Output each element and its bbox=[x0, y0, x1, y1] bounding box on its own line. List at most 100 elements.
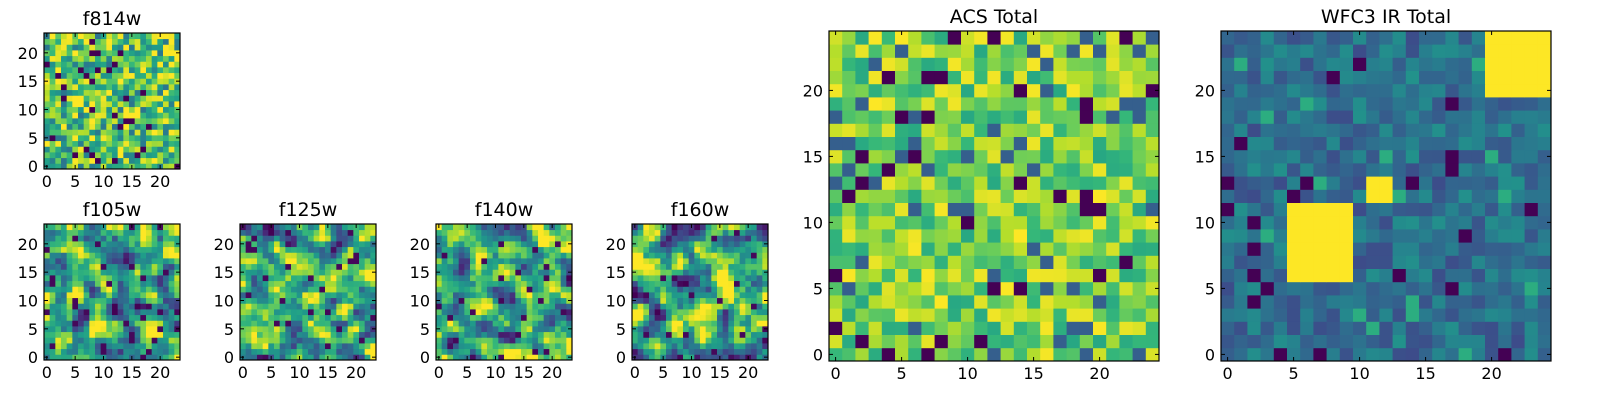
heatmap-cell bbox=[308, 241, 315, 248]
heatmap-cell bbox=[72, 314, 79, 321]
heatmap-cell bbox=[100, 269, 107, 276]
heatmap-cell bbox=[1079, 136, 1094, 151]
heatmap-cell bbox=[66, 326, 73, 333]
heatmap-cell bbox=[1379, 308, 1393, 322]
heatmap-cell bbox=[671, 320, 678, 327]
heatmap-cell bbox=[987, 44, 1001, 58]
heatmap-cell bbox=[683, 275, 690, 282]
heatmap-cell bbox=[705, 235, 712, 242]
heatmap-cell bbox=[1326, 255, 1341, 269]
heatmap-cell bbox=[140, 89, 147, 96]
heatmap-cell bbox=[543, 348, 550, 355]
heatmap-cell bbox=[688, 297, 695, 304]
heatmap-cell bbox=[319, 309, 326, 316]
heatmap-cell bbox=[1106, 334, 1120, 349]
heatmap-cell bbox=[1524, 347, 1539, 362]
heatmap-cell bbox=[1066, 97, 1081, 111]
heatmap-cell bbox=[921, 83, 935, 98]
heatmap-cell bbox=[947, 295, 962, 309]
heatmap-cell bbox=[89, 275, 96, 282]
heatmap-cell bbox=[353, 326, 360, 333]
heatmap-cell bbox=[637, 263, 644, 270]
heatmap-cell bbox=[151, 309, 158, 316]
heatmap-cell bbox=[974, 123, 988, 137]
heatmap-cell bbox=[1326, 123, 1341, 137]
heatmap-cell bbox=[458, 275, 465, 282]
heatmap-cell bbox=[83, 275, 90, 282]
heatmap-cell bbox=[168, 229, 175, 236]
heatmap-cell bbox=[291, 269, 298, 276]
heatmap-cell bbox=[123, 89, 130, 96]
heatmap-cell bbox=[319, 326, 326, 333]
heatmap-cell bbox=[921, 44, 935, 58]
heatmap-cell bbox=[55, 84, 62, 91]
heatmap-cell bbox=[649, 246, 656, 253]
heatmap-cell bbox=[498, 246, 505, 253]
x-tick-label: 15 bbox=[1023, 364, 1043, 383]
heatmap-cell bbox=[151, 44, 158, 51]
heatmap-cell bbox=[739, 275, 746, 282]
heatmap-cell bbox=[1106, 321, 1120, 335]
heatmap-cell bbox=[100, 61, 107, 68]
heatmap-cell bbox=[134, 286, 141, 293]
heatmap-cell bbox=[829, 97, 843, 111]
heatmap-cell bbox=[49, 78, 56, 85]
heatmap-cell bbox=[666, 320, 673, 327]
heatmap-cell bbox=[66, 67, 73, 74]
heatmap-cell bbox=[134, 303, 141, 310]
heatmap-cell bbox=[140, 229, 147, 236]
heatmap-cell bbox=[637, 235, 644, 242]
heatmap-cell bbox=[677, 235, 684, 242]
heatmap-cell bbox=[974, 31, 988, 45]
heatmap-cell bbox=[151, 292, 158, 299]
heatmap-cell bbox=[509, 258, 516, 265]
heatmap-cell bbox=[694, 224, 701, 231]
heatmap-cell bbox=[1405, 347, 1420, 362]
heatmap-cell bbox=[1392, 136, 1407, 151]
heatmap-cell bbox=[117, 135, 124, 142]
heatmap-cell bbox=[95, 280, 102, 287]
heatmap-cell bbox=[498, 258, 505, 265]
heatmap-cell bbox=[487, 275, 494, 282]
heatmap-cell bbox=[78, 67, 85, 74]
heatmap-cell bbox=[521, 258, 528, 265]
heatmap-cell bbox=[157, 129, 164, 136]
heatmap-cell bbox=[313, 286, 320, 293]
heatmap-cell bbox=[95, 337, 102, 344]
heatmap-cell bbox=[1313, 163, 1327, 177]
heatmap-cell bbox=[364, 241, 371, 248]
heatmap-cell bbox=[168, 95, 175, 102]
heatmap-cell bbox=[1093, 255, 1107, 269]
heatmap-cell bbox=[1353, 347, 1367, 362]
heatmap-cell bbox=[83, 229, 90, 236]
heatmap-cell bbox=[279, 354, 286, 361]
heatmap-cell bbox=[146, 246, 153, 253]
heatmap-cell bbox=[78, 61, 85, 68]
heatmap-cell bbox=[987, 202, 1001, 217]
heatmap-cell bbox=[78, 292, 85, 299]
heatmap-cell bbox=[308, 348, 315, 355]
heatmap-cell bbox=[666, 275, 673, 282]
heatmap-cell bbox=[728, 343, 735, 350]
heatmap-cell bbox=[447, 224, 454, 231]
heatmap-cell bbox=[961, 176, 975, 190]
axes-frame bbox=[43, 223, 181, 361]
heatmap-cell bbox=[279, 280, 286, 287]
heatmap-cell bbox=[868, 281, 883, 296]
heatmap-cell bbox=[134, 337, 141, 344]
heatmap-cell bbox=[632, 343, 639, 350]
heatmap-cell bbox=[498, 348, 505, 355]
heatmap-cell bbox=[643, 292, 650, 299]
heatmap-cell bbox=[61, 44, 68, 51]
heatmap-cell bbox=[245, 297, 252, 304]
heatmap-cell bbox=[526, 292, 533, 299]
heatmap-cell bbox=[436, 343, 443, 350]
heatmap-cell bbox=[262, 241, 269, 248]
heatmap-cell bbox=[364, 229, 371, 236]
heatmap-cell bbox=[89, 258, 96, 265]
heatmap-cell bbox=[83, 157, 90, 164]
heatmap-cell bbox=[55, 55, 62, 62]
heatmap-cell bbox=[61, 354, 68, 361]
heatmap-cell bbox=[279, 275, 286, 282]
heatmap-cell bbox=[168, 263, 175, 270]
